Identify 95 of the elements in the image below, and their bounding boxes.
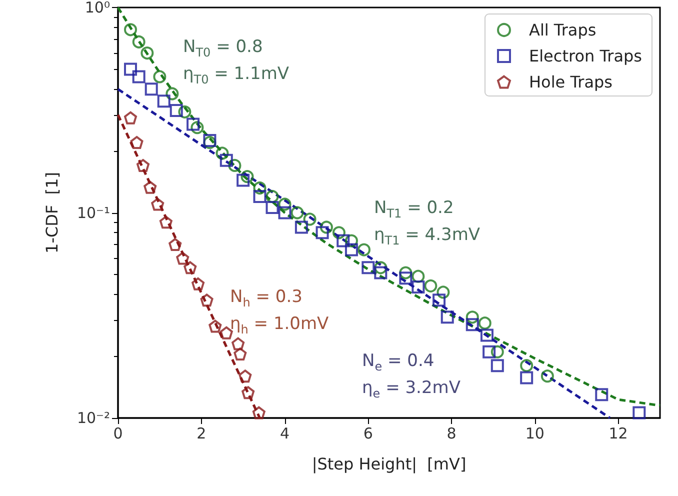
point (266, 190, 279, 203)
point (240, 170, 254, 184)
text: N$_{T0}$ = 0.8 η$_{T0}$ = 1.1mV (183, 37, 290, 87)
point (140, 46, 154, 60)
y-tick-label: 10⁻² (76, 409, 110, 427)
x-tick-label: 8 (446, 424, 456, 442)
point (490, 359, 504, 372)
x-tick-label: 10 (525, 424, 544, 442)
point (412, 280, 425, 294)
point (278, 198, 292, 211)
point (252, 406, 266, 420)
point (440, 310, 454, 324)
point (186, 118, 200, 131)
x-tick-label: 12 (608, 424, 628, 442)
point (144, 180, 157, 194)
point (132, 35, 146, 48)
point (190, 121, 204, 134)
text: N$_{T1}$ = 0.2 η$_{T1}$ = 4.3mV (374, 198, 480, 248)
point (412, 270, 425, 283)
point (480, 328, 494, 342)
point (253, 182, 266, 194)
point (595, 388, 608, 402)
point (170, 104, 183, 117)
line-series (116, 6, 662, 407)
point (432, 294, 446, 307)
point (294, 220, 308, 234)
point (399, 266, 412, 280)
x-tick-label: 4 (280, 424, 290, 442)
point (157, 94, 170, 108)
point (178, 105, 192, 118)
point (424, 279, 438, 292)
x-tick-label: 0 (113, 424, 123, 442)
point (253, 190, 266, 203)
point (332, 226, 346, 240)
point (124, 111, 138, 124)
point (478, 316, 492, 330)
y-tick-label: 10⁻¹ (76, 204, 110, 222)
point (124, 62, 138, 76)
point (136, 158, 150, 172)
point (144, 82, 158, 96)
point (303, 212, 316, 226)
x-axis-title: |Step Height| [mV] (312, 454, 466, 474)
point (399, 272, 412, 285)
point (228, 158, 242, 172)
x-tick-label: 2 (196, 424, 206, 442)
point (344, 234, 358, 248)
point (166, 87, 179, 100)
point (520, 371, 534, 384)
point (374, 266, 388, 280)
point (238, 370, 252, 383)
legend-label: All Traps (528, 20, 596, 40)
annotation: N$_{e}$ = 0.4 η$_{e}$ = 3.2mV (362, 350, 460, 403)
point (278, 206, 292, 220)
point (632, 406, 646, 420)
point (192, 277, 205, 290)
point (220, 154, 233, 167)
y-tick-label: 10⁰ (84, 0, 110, 16)
point (520, 359, 534, 372)
point (184, 261, 197, 274)
point (362, 261, 375, 274)
point (220, 326, 233, 340)
legend-label: Hole Traps (528, 72, 612, 92)
x-tick-label: 6 (363, 424, 373, 442)
point (200, 294, 214, 307)
point (466, 310, 479, 324)
point (216, 146, 229, 160)
point (159, 216, 172, 229)
point (242, 386, 255, 400)
legend-label: Electron Traps (528, 46, 642, 66)
y-axis-title: 1-CDF [1] (42, 172, 62, 254)
point (336, 234, 350, 248)
point (490, 345, 504, 358)
point (236, 174, 250, 187)
point (374, 261, 388, 274)
point (234, 348, 247, 361)
point (130, 136, 144, 149)
point (466, 318, 479, 332)
point (290, 206, 304, 220)
point (176, 252, 190, 265)
point (124, 23, 138, 36)
point (266, 201, 279, 214)
point (232, 337, 245, 350)
point (132, 70, 146, 84)
point (540, 370, 554, 383)
point (151, 198, 164, 211)
annotation: N$_{h}$ = 0.3 η$_{h}$ = 1.0mV (230, 286, 329, 339)
point (344, 243, 358, 256)
point (320, 220, 333, 234)
point (436, 286, 450, 299)
point (168, 238, 182, 252)
point (316, 226, 329, 240)
point (482, 345, 496, 358)
point (153, 70, 166, 84)
point (208, 320, 222, 333)
point (357, 243, 370, 256)
